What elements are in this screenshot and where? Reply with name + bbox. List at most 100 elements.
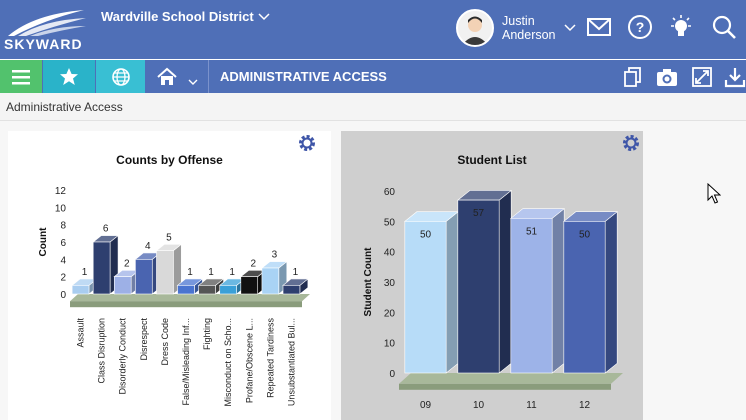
chevron-down-icon [188, 79, 198, 85]
x-tick-label: False/Misleading Inf... [181, 318, 191, 406]
x-tick-label: Unsubstantiated Bul... [286, 318, 296, 406]
bar [177, 285, 195, 295]
bar [240, 276, 259, 295]
y-tick-label: 2 [60, 273, 66, 284]
bar-side [445, 211, 459, 374]
svg-text:?: ? [636, 19, 645, 35]
user-name: Justin Anderson [502, 14, 556, 42]
x-tick-label: Disorderly Conduct [118, 318, 128, 395]
x-tick-label: 09 [420, 400, 432, 411]
skyward-logo-icon[interactable] [4, 6, 88, 52]
help-icon[interactable]: ? [626, 13, 654, 41]
logo-text: SKYWARD [4, 36, 83, 52]
breadcrumb: Administrative Access [0, 93, 746, 121]
data-label: 50 [579, 229, 591, 240]
chart-floor [70, 294, 310, 302]
data-label: 1 [229, 267, 235, 278]
bar [563, 221, 606, 374]
user-last-name: Anderson [502, 28, 556, 42]
bar [198, 285, 216, 295]
page-title: ADMINISTRATIVE ACCESS [220, 69, 387, 84]
globe-icon [111, 67, 130, 86]
y-tick-label: 4 [60, 255, 66, 266]
user-menu[interactable]: Justin Anderson [456, 9, 576, 47]
y-tick-label: 30 [384, 278, 396, 289]
bar [457, 199, 500, 374]
y-tick-label: 60 [384, 187, 396, 198]
nav-bar: ADMINISTRATIVE ACCESS [0, 60, 746, 93]
student-chart-panel: Student List 0 10 20 30 40 50 60 Student Count 5… [341, 131, 643, 420]
offense-chart-panel: Counts by Offense 0 2 4 6 8 10 12 Count 1 Assault… [8, 131, 331, 420]
x-tick-label: 10 [473, 400, 485, 411]
top-bar: SKYWARD Wardville School District Justin… [0, 0, 746, 59]
x-tick-label: Assault [76, 318, 86, 348]
y-tick-label: 6 [60, 238, 66, 249]
chevron-down-icon [258, 12, 270, 20]
camera-icon[interactable] [656, 67, 678, 87]
chart-floor [399, 373, 623, 384]
expand-icon[interactable] [692, 67, 712, 87]
bar [510, 218, 553, 374]
y-axis-label: Count [38, 227, 49, 257]
cursor-icon [707, 183, 721, 204]
breadcrumb-label[interactable]: Administrative Access [6, 100, 123, 114]
bar [71, 285, 90, 295]
globe-button[interactable] [96, 60, 145, 93]
chart-title: Student List [457, 153, 527, 167]
data-label: 57 [473, 208, 485, 219]
data-label: 4 [145, 241, 151, 252]
gear-icon[interactable] [297, 133, 317, 153]
district-selector[interactable]: Wardville School District [101, 9, 270, 24]
data-label: 6 [103, 224, 109, 235]
bar [156, 250, 174, 295]
data-label: 2 [124, 258, 130, 269]
bar [92, 241, 111, 295]
chevron-down-icon [563, 24, 576, 32]
bar-side [551, 208, 565, 374]
bar [219, 285, 237, 295]
chart-title: Counts by Offense [116, 153, 223, 167]
y-axis-label: Student Count [363, 247, 374, 317]
y-tick-label: 10 [384, 339, 396, 350]
copy-icon[interactable] [624, 67, 642, 87]
dashboard-content: Counts by Offense 0 2 4 6 8 10 12 Count 1 Assault… [0, 121, 746, 420]
x-tick-label: Misconduct on Scho... [223, 318, 233, 407]
data-label: 1 [293, 267, 299, 278]
bar [113, 276, 132, 295]
bar-side [498, 189, 512, 374]
download-icon[interactable] [724, 66, 746, 88]
x-tick-label: Fighting [202, 318, 212, 350]
mail-icon[interactable] [585, 13, 613, 41]
lightbulb-icon[interactable] [667, 13, 695, 41]
data-label: 3 [272, 250, 278, 261]
data-label: 1 [82, 267, 88, 278]
menu-button[interactable] [0, 60, 42, 93]
y-tick-label: 8 [60, 221, 66, 232]
bar-side [604, 211, 618, 374]
district-name: Wardville School District [101, 9, 254, 24]
data-label: 1 [187, 267, 193, 278]
y-tick-label: 12 [55, 186, 67, 197]
search-icon[interactable] [710, 13, 738, 41]
gear-icon[interactable] [621, 133, 641, 153]
y-tick-label: 20 [384, 308, 396, 319]
bar [404, 221, 447, 374]
data-label: 5 [166, 232, 172, 243]
y-tick-label: 0 [60, 290, 66, 301]
x-tick-label: 12 [579, 400, 591, 411]
y-tick-label: 40 [384, 248, 396, 259]
y-tick-label: 50 [384, 217, 396, 228]
favorites-button[interactable] [43, 60, 95, 93]
y-tick-label: 0 [389, 369, 395, 380]
home-button[interactable] [146, 60, 209, 93]
data-label: 50 [420, 229, 432, 240]
avatar [456, 9, 494, 47]
bar [135, 259, 153, 295]
menu-icon [12, 69, 30, 84]
data-label: 51 [526, 226, 538, 237]
x-tick-label: Repeated Tardiness [265, 318, 275, 398]
bar [282, 285, 301, 295]
bar [261, 267, 280, 295]
chart-floor-edge [399, 383, 611, 390]
home-icon [157, 67, 177, 85]
